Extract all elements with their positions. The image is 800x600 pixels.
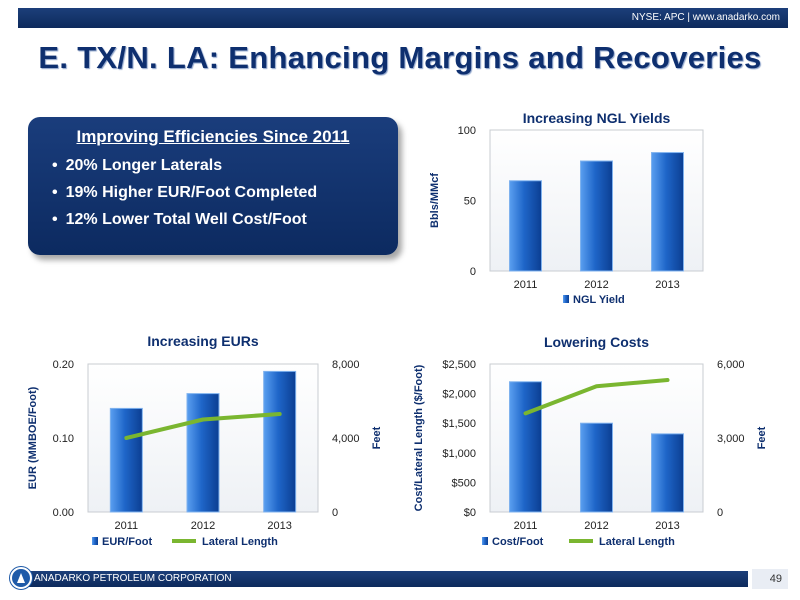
anadarko-logo-icon xyxy=(10,567,32,589)
chart2-ylabel: EUR (MMBOE/Foot) xyxy=(27,386,39,489)
chart3-title: Lowering Costs xyxy=(544,334,649,350)
chart2-title: Increasing EURs xyxy=(147,333,258,349)
chart3-xtick-label: 2012 xyxy=(584,520,608,532)
chart2-bar xyxy=(109,407,143,513)
efficiency-item-cost: 12% Lower Total Well Cost/Foot xyxy=(52,211,380,229)
chart2-line-lateral-length xyxy=(124,411,282,440)
chart2-ytick-label: 0.00 xyxy=(53,507,74,519)
chart3-ytick-label: $1,500 xyxy=(442,418,476,430)
chart1-ylabel: Bbls/MMcf xyxy=(429,173,441,228)
chart1-ytick-label: 50 xyxy=(464,196,476,208)
chart3-bar xyxy=(580,422,613,513)
chart3-xtick-label: 2013 xyxy=(655,520,679,532)
chart3-ytick-label: $0 xyxy=(464,507,476,519)
chart2-legend-label: EUR/Foot xyxy=(102,536,152,548)
header-bar: NYSE: APC | www.anadarko.com xyxy=(18,8,788,28)
chart2-bar xyxy=(186,393,220,513)
chart3-legend-label: Cost/Foot xyxy=(492,536,544,548)
efficiency-item-laterals: 20% Longer Laterals xyxy=(52,157,380,175)
footer-company: ANADARKO PETROLEUM CORPORATION xyxy=(34,573,232,584)
page-title: E. TX/N. LA: Enhancing Margins and Recov… xyxy=(38,40,762,75)
chart3-y2tick-label: 0 xyxy=(717,507,723,519)
chart2-y2tick-label: 8,000 xyxy=(332,359,360,371)
chart3-y2tick-label: 6,000 xyxy=(717,359,745,371)
chart3-y2tick-label: 3,000 xyxy=(717,433,745,445)
footer-band: ANADARKO PETROLEUM CORPORATION xyxy=(28,571,748,587)
footer-bar: ANADARKO PETROLEUM CORPORATION 49 xyxy=(0,566,800,592)
chart1-ytick-label: 0 xyxy=(470,266,476,278)
chart1-ytick-label: 100 xyxy=(458,125,476,137)
chart2-xtick-label: 2013 xyxy=(267,520,291,532)
chart2-y2tick-label: 0 xyxy=(332,507,338,519)
chart1-bar xyxy=(580,160,613,272)
chart3-line-lateral-length xyxy=(523,378,670,416)
chart3-ylabel: Cost/Lateral Length ($/Foot) xyxy=(413,364,425,511)
chart1-legend-swatch-bar xyxy=(563,295,569,303)
chart2-xtick-label: 2012 xyxy=(191,520,215,532)
chart1-title: Increasing NGL Yields xyxy=(523,110,671,126)
efficiency-item-eur: 19% Higher EUR/Foot Completed xyxy=(52,184,380,202)
chart1-xtick-label: 2013 xyxy=(655,279,679,291)
chart2-bar xyxy=(263,370,297,513)
chart3-legend-swatch-bar xyxy=(482,537,488,545)
page-number: 49 xyxy=(752,569,788,589)
chart2-ytick-label: 0.20 xyxy=(53,359,74,371)
chart1-legend-label: NGL Yield xyxy=(573,294,625,306)
chart2-y2label: Feet xyxy=(371,426,383,449)
chart3-ytick-label: $2,000 xyxy=(442,389,476,401)
chart2-ytick-label: 0.10 xyxy=(53,433,74,445)
chart3-ytick-label: $2,500 xyxy=(442,359,476,371)
chart1-bar xyxy=(509,180,542,272)
chart1-bar xyxy=(651,152,684,272)
chart2-xtick-label: 2011 xyxy=(115,520,139,532)
chart3-xtick-label: 2011 xyxy=(514,520,538,532)
chart2-y2tick-label: 4,000 xyxy=(332,433,360,445)
efficiencies-list: 20% Longer Laterals 19% Higher EUR/Foot … xyxy=(46,157,380,229)
chart3-ytick-label: $1,000 xyxy=(442,448,476,460)
chart3-ytick-label: $500 xyxy=(452,477,476,489)
chart3-y2label: Feet xyxy=(756,426,768,449)
efficiencies-box: Improving Efficiencies Since 2011 20% Lo… xyxy=(28,117,398,255)
chart2-legend-swatch-bar xyxy=(92,537,98,545)
chart2-legend-label: Lateral Length xyxy=(202,536,278,548)
chart1-xtick-label: 2012 xyxy=(584,279,608,291)
chart3-bar xyxy=(651,433,684,513)
chart1-xtick-label: 2011 xyxy=(514,279,538,291)
chart3-legend-label: Lateral Length xyxy=(599,536,675,548)
efficiencies-heading: Improving Efficiencies Since 2011 xyxy=(76,127,350,146)
header-ticker[interactable]: NYSE: APC | www.anadarko.com xyxy=(631,12,780,23)
chart3-bar xyxy=(509,381,542,513)
